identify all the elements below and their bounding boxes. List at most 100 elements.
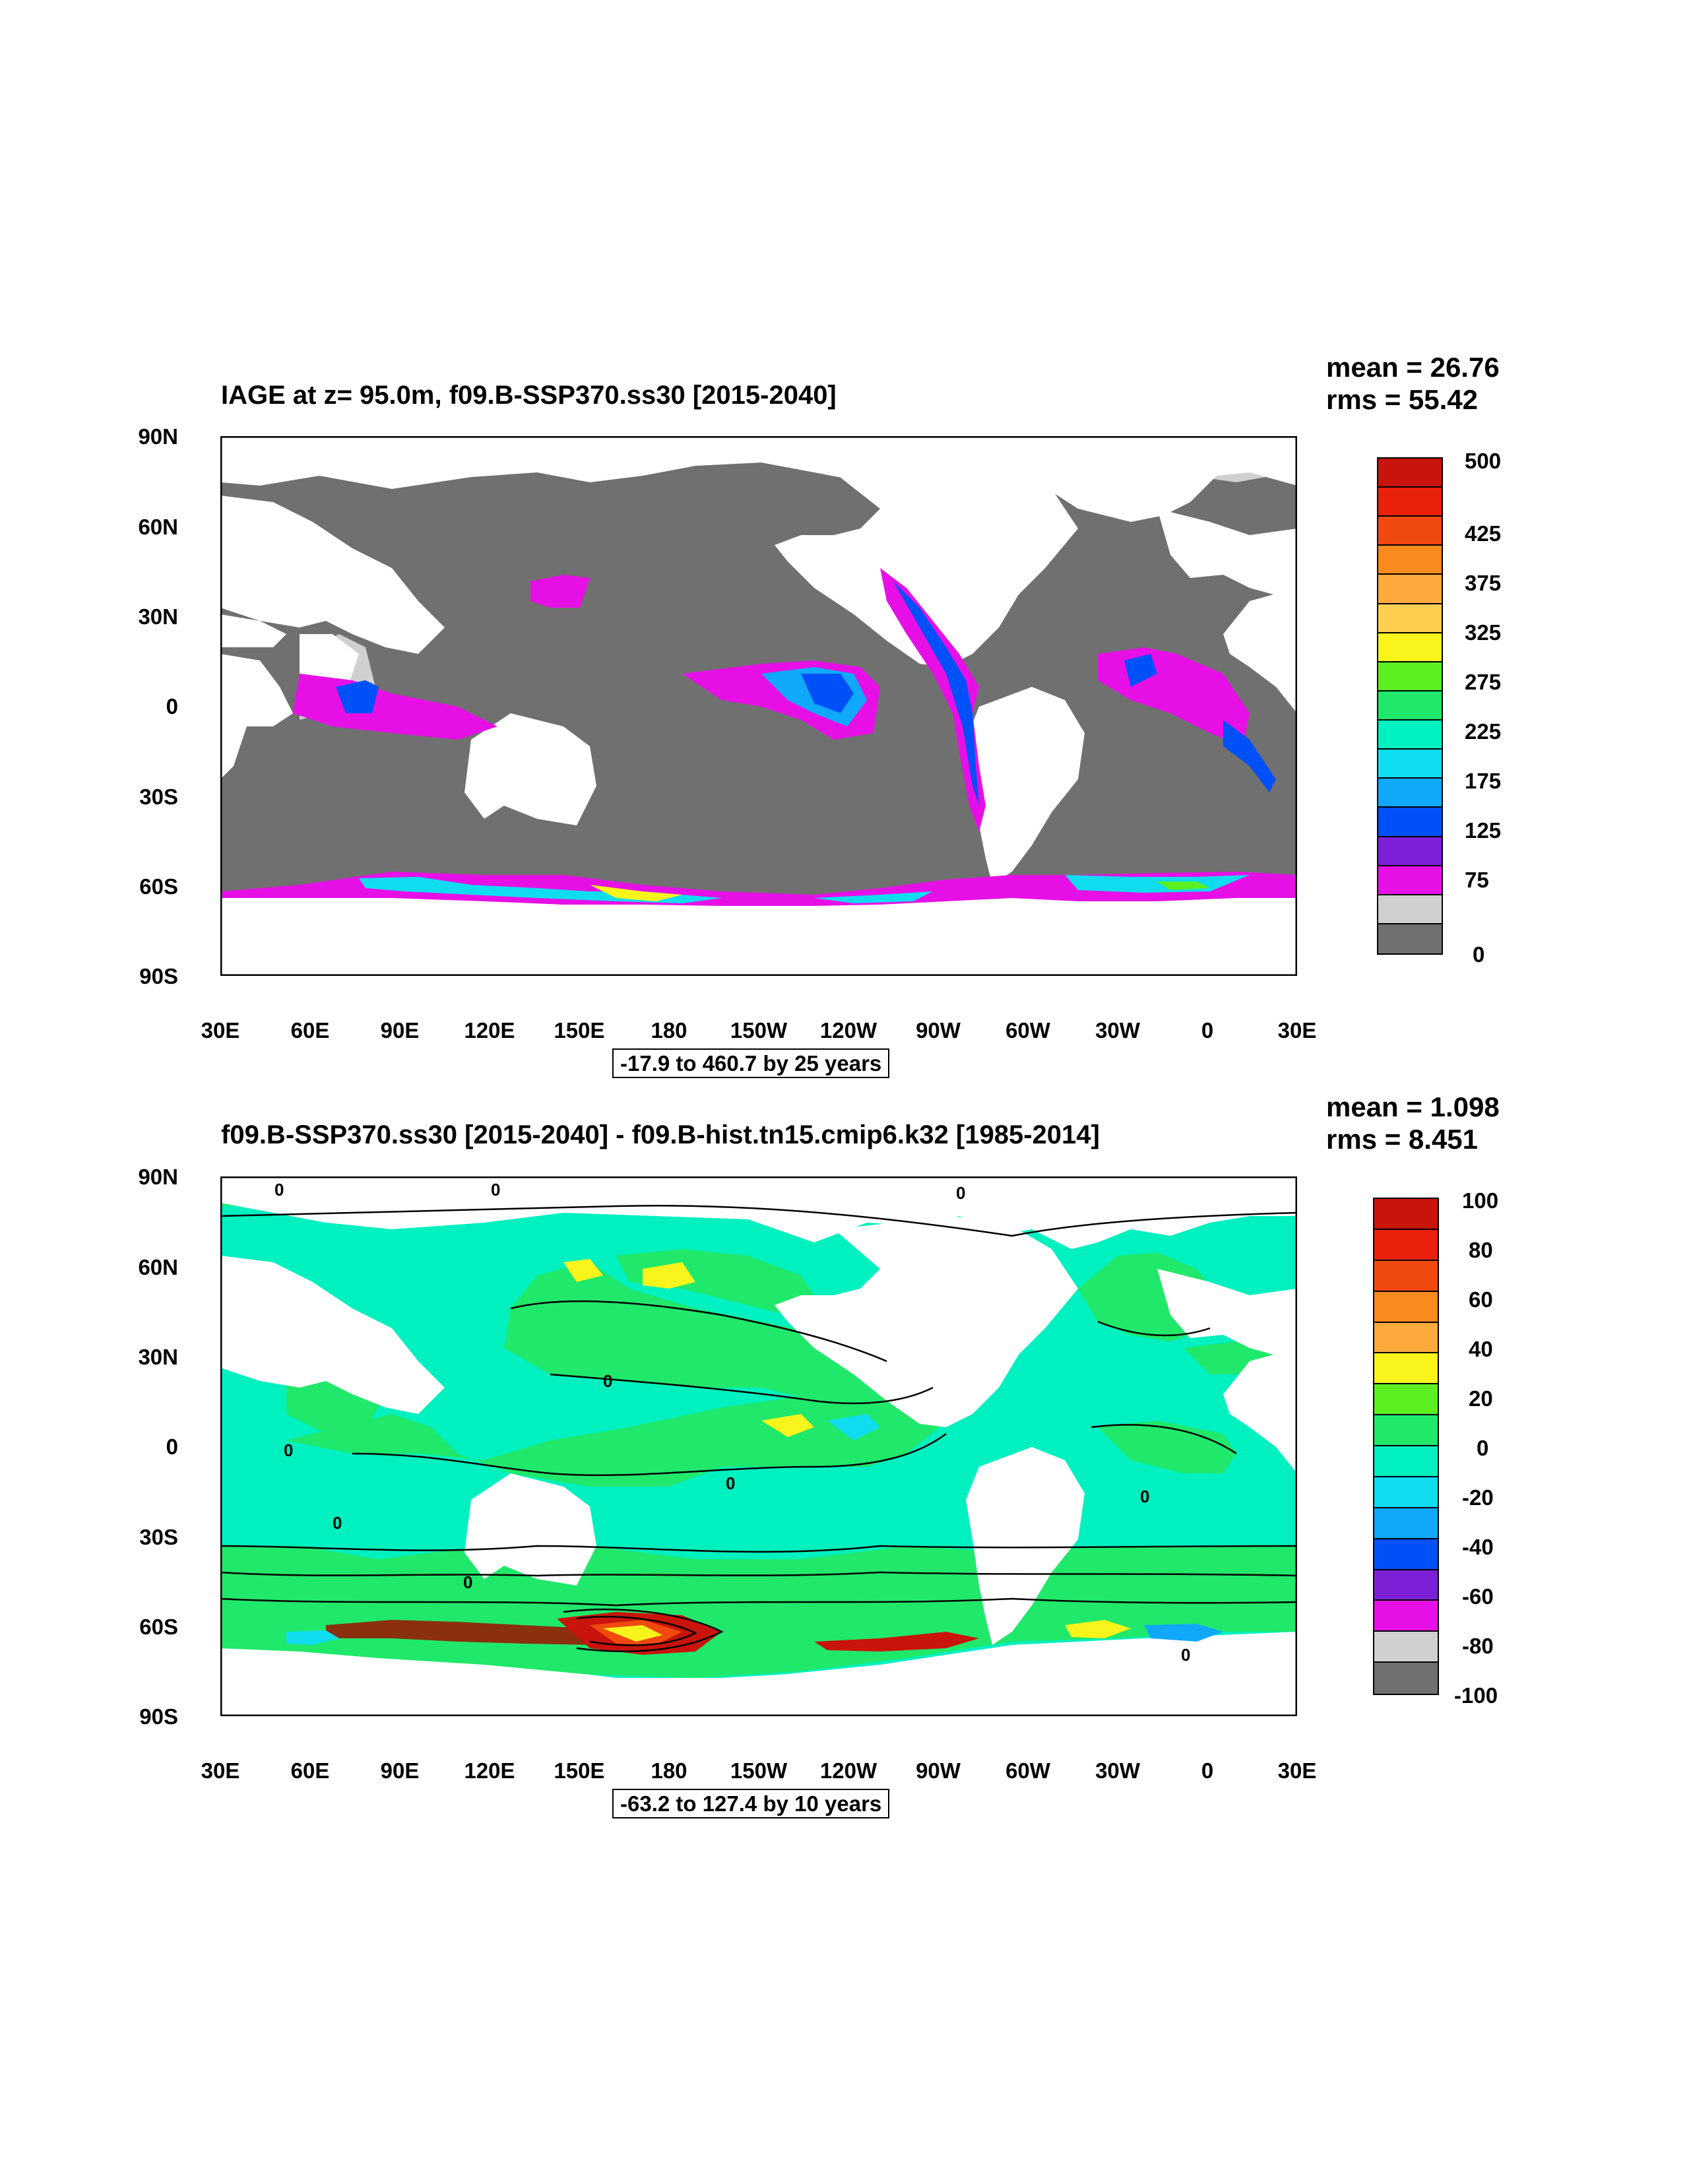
lat-label: 30S: [139, 785, 178, 809]
colorbar-swatch: [1374, 1322, 1438, 1354]
colorbar-swatch: [1374, 1446, 1438, 1477]
colorbar-label: -40: [1462, 1535, 1494, 1559]
colorbar-swatch: [1374, 1229, 1438, 1261]
colorbar-swatch: [1374, 1601, 1438, 1632]
lat-label: 90N: [138, 1165, 178, 1189]
lon-label: 30E: [201, 1018, 240, 1043]
panel-title: f09.B-SSP370.ss30 [2015-2040] - f09.B-hi…: [221, 1120, 1100, 1149]
colorbar-swatch: [1374, 1199, 1438, 1230]
rms-stat: rms = 8.451: [1326, 1124, 1479, 1155]
contour-label: 0: [491, 1180, 501, 1200]
colorbar-label: 75: [1465, 868, 1489, 892]
lat-label: 60S: [139, 874, 178, 899]
lon-label: 90W: [916, 1758, 961, 1783]
lat-label: 90N: [138, 424, 178, 449]
colorbar-swatch: [1378, 924, 1442, 953]
colorbar-swatch: [1378, 662, 1442, 691]
lat-label: 90S: [139, 964, 178, 988]
lon-label: 60W: [1005, 1758, 1050, 1783]
colorbar-swatch: [1378, 488, 1442, 517]
colorbar-swatch: [1374, 1384, 1438, 1416]
lon-label: 30W: [1095, 1018, 1140, 1043]
colorbar-swatch: [1378, 459, 1442, 488]
lat-label: 60N: [138, 1255, 178, 1279]
colorbar-swatch: [1378, 837, 1442, 866]
contour-label: 0: [1140, 1487, 1150, 1506]
colorbar-label: 225: [1465, 719, 1502, 744]
lon-label: 30E: [201, 1758, 240, 1783]
lon-label: 120W: [819, 1758, 877, 1783]
colorbar-label: -100: [1454, 1683, 1498, 1708]
contour-label: 0: [603, 1371, 613, 1391]
lon-label: 90E: [380, 1758, 420, 1783]
colorbar-label: 0: [1477, 1436, 1489, 1460]
lat-label: 60S: [139, 1615, 178, 1639]
colorbar-swatch: [1374, 1477, 1438, 1508]
contour-label: 0: [274, 1180, 284, 1200]
lon-label: 150W: [730, 1018, 788, 1043]
lon-label: 0: [1201, 1018, 1214, 1043]
colorbar-swatch: [1374, 1632, 1438, 1663]
range-note: -63.2 to 127.4 by 10 years: [612, 1789, 890, 1818]
colorbar-swatch: [1374, 1415, 1438, 1446]
colorbar-label: 125: [1465, 818, 1502, 843]
lon-label: 180: [651, 1758, 687, 1783]
colorbar-label: 80: [1469, 1238, 1493, 1262]
colorbar-swatch: [1378, 691, 1442, 721]
contour-label: 0: [956, 1183, 966, 1203]
colorbar-swatch: [1378, 808, 1442, 837]
contour-label: 0: [726, 1473, 736, 1493]
mean-stat: mean = 26.76: [1326, 352, 1500, 383]
lon-label: 120E: [464, 1758, 515, 1783]
colorbar-swatch: [1378, 604, 1442, 633]
lat-label: 0: [166, 1434, 178, 1459]
iage-diff-map: 0 0 0 0 0 0 0 0 0 0: [220, 1176, 1297, 1716]
range-note: -17.9 to 460.7 by 25 years: [612, 1048, 890, 1078]
colorbar-swatch: [1374, 1539, 1438, 1570]
colorbar-label: 325: [1465, 620, 1502, 645]
colorbar: [1373, 1198, 1439, 1695]
colorbar-swatch: [1378, 721, 1442, 750]
lon-label: 150W: [730, 1758, 788, 1783]
colorbar-label: 40: [1469, 1337, 1493, 1361]
lon-label: 60E: [290, 1758, 330, 1783]
contour-label: 0: [333, 1513, 342, 1533]
colorbar-label: -60: [1462, 1584, 1494, 1609]
lon-label: 90E: [380, 1018, 420, 1043]
colorbar-label: 425: [1465, 521, 1502, 546]
lon-label: 30E: [1277, 1018, 1317, 1043]
lon-label: 120E: [464, 1018, 515, 1043]
colorbar-label: 175: [1465, 769, 1502, 793]
iage-panel: IAGE at z= 95.0m, f09.B-SSP370.ss30 [201…: [0, 0, 1689, 1082]
colorbar-swatch: [1374, 1570, 1438, 1601]
colorbar-swatch: [1378, 866, 1442, 895]
colorbar: [1377, 457, 1443, 955]
colorbar-swatch: [1374, 1663, 1438, 1694]
rms-stat: rms = 55.42: [1326, 384, 1479, 415]
lat-label: 90S: [139, 1704, 178, 1729]
lon-label: 90W: [916, 1018, 961, 1043]
colorbar-swatch: [1378, 779, 1442, 808]
lat-label: 30S: [139, 1525, 178, 1549]
lon-label: 150E: [554, 1758, 605, 1783]
lat-label: 60N: [138, 515, 178, 539]
colorbar-label: 375: [1465, 571, 1502, 595]
colorbar-label: 275: [1465, 670, 1502, 694]
lat-label: 30N: [138, 604, 178, 629]
lon-label: 60E: [290, 1018, 330, 1043]
colorbar-swatch: [1378, 575, 1442, 604]
panel-title: IAGE at z= 95.0m, f09.B-SSP370.ss30 [201…: [221, 381, 837, 410]
colorbar-label: 0: [1473, 942, 1485, 967]
lat-label: 0: [166, 694, 178, 719]
colorbar-label: 500: [1465, 449, 1502, 473]
lon-label: 0: [1201, 1758, 1214, 1783]
colorbar-label: 60: [1469, 1287, 1493, 1312]
lat-label: 30N: [138, 1345, 178, 1369]
lon-label: 30W: [1095, 1758, 1140, 1783]
colorbar-swatch: [1374, 1508, 1438, 1539]
colorbar-swatch: [1378, 633, 1442, 662]
colorbar-label: 20: [1469, 1386, 1493, 1411]
lon-label: 150E: [554, 1018, 605, 1043]
lon-label: 180: [651, 1018, 687, 1043]
colorbar-swatch: [1378, 750, 1442, 779]
